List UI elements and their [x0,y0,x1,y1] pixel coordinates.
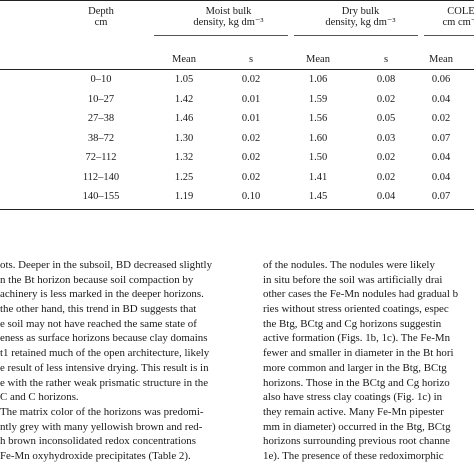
table-header-sub: Mean s Mean s Mean s [0,50,474,69]
body-text: ots. Deeper in the subsoil, BD decreased… [0,258,474,474]
moist-density-header: Moist bulk density, kg dm⁻³ [193,6,264,28]
text-line: ntly grey with many yellowish brown and … [0,420,203,433]
text-line: n the Bt horizon because soil compaction… [0,273,194,286]
text-line: e result of less intensive drying. This … [0,361,209,374]
cole-mean-header: Mean [429,54,453,65]
horizon-header: orizon [0,21,48,32]
text-line: the other hand, this trend in BD suggest… [0,303,197,316]
text-line: ries without stress oriented coatings, e… [263,303,449,316]
table-row: tg2 112–140 1.25 0.02 1.41 0.02 0.04 0. [82,171,451,183]
dry-mean-header: Mean [306,54,330,65]
cole-s-header: s [469,54,474,65]
dry-density-header: Dry bulk density, kg dm⁻³ [325,6,396,28]
text-line: the Btg, BCtg and Cg horizons suggestin [263,317,442,330]
text-line: other cases the Fe-Mn nodules had gradua… [263,288,459,301]
text-line: The matrix color of the horizons was pre… [0,405,204,418]
text-line: Fe-Mn oxyhydroxide precipitates (Table 2… [0,449,191,462]
table-body: 1 0–10 1.05 0.02 1.06 0.08 0.06 0. 2 10–… [0,70,474,207]
dry-s-header: s [383,54,389,65]
table-top-rule [0,0,474,1]
text-line: of the nodules. The nodules were likely [263,259,435,271]
text-line: C and C horizons. [0,391,79,404]
text-line: more common and larger in the Btg, BCtg [263,361,447,374]
text-line: mm in diameter) occurred in the Btg, BCt… [263,420,451,433]
text-line: fewer and smaller in diameter in the Bt … [263,347,454,360]
table-row: tg1 72–112 1.32 0.02 1.50 0.02 0.04 0. [85,152,451,163]
text-line: also have stress clay coatings (Fig. 1c)… [263,391,443,404]
text-line: t1 retained much of the open architectur… [0,347,210,360]
depth-header: Depth cm [88,6,114,28]
table-row: g 38–72 1.30 0.02 1.60 0.03 0.07 0. [87,132,451,144]
text-line: they remain active. Many Fe-Mn pipester [263,405,444,418]
cole-subrule [424,35,474,36]
moist-mean-header: Mean [172,54,196,65]
text-line: e with the rather weak prismatic structu… [0,376,209,389]
text-line: in situ before the soil was artificially… [263,273,443,286]
text-line: horizons. Those in the BCtg and Cg horiz… [263,376,450,389]
table-header-top: orizon Depth cm Moist bulk density, kg d… [0,0,474,50]
table-bottom-rule [0,208,474,210]
table-header-rule [0,69,474,70]
moist-subrule [154,35,288,36]
text-line: e soil may not have reached the same sta… [0,317,197,330]
text-line: 1e). The presence of these redoximorphic [263,449,444,462]
text-line: h brown inconsolidated redox concentrati… [0,435,196,448]
cole-header: COLE cm cm⁻¹ [442,6,474,28]
right-text-column: of the nodules. The nodules were likely … [263,258,474,464]
text-line: achinery is less marked in the deeper ho… [0,288,204,301]
dry-subrule [294,35,418,36]
table-row: 2 10–27 1.42 0.01 1.59 0.02 0.04 0. [87,93,451,105]
left-text-column: ots. Deeper in the subsoil, BD decreased… [0,258,235,464]
text-line: eness as surface horizons because clay d… [0,332,208,345]
text-line: active formation (Figs. 1b, 1c). The Fe-… [263,332,451,345]
table-row: 1 0–10 1.05 0.02 1.06 0.08 0.06 0. [90,74,451,85]
table-row: 27–38 1.46 0.01 1.56 0.05 0.02 0. [87,113,451,124]
table-row: 140–155 1.19 0.10 1.45 0.04 0.07 0. [82,191,451,202]
bulk-density-table: orizon Depth cm Moist bulk density, kg d… [0,0,474,210]
text-line: ots. Deeper in the subsoil, BD decreased… [0,259,213,271]
text-line: horizons surrounding previous root chann… [263,435,450,448]
moist-s-header: s [248,54,254,65]
